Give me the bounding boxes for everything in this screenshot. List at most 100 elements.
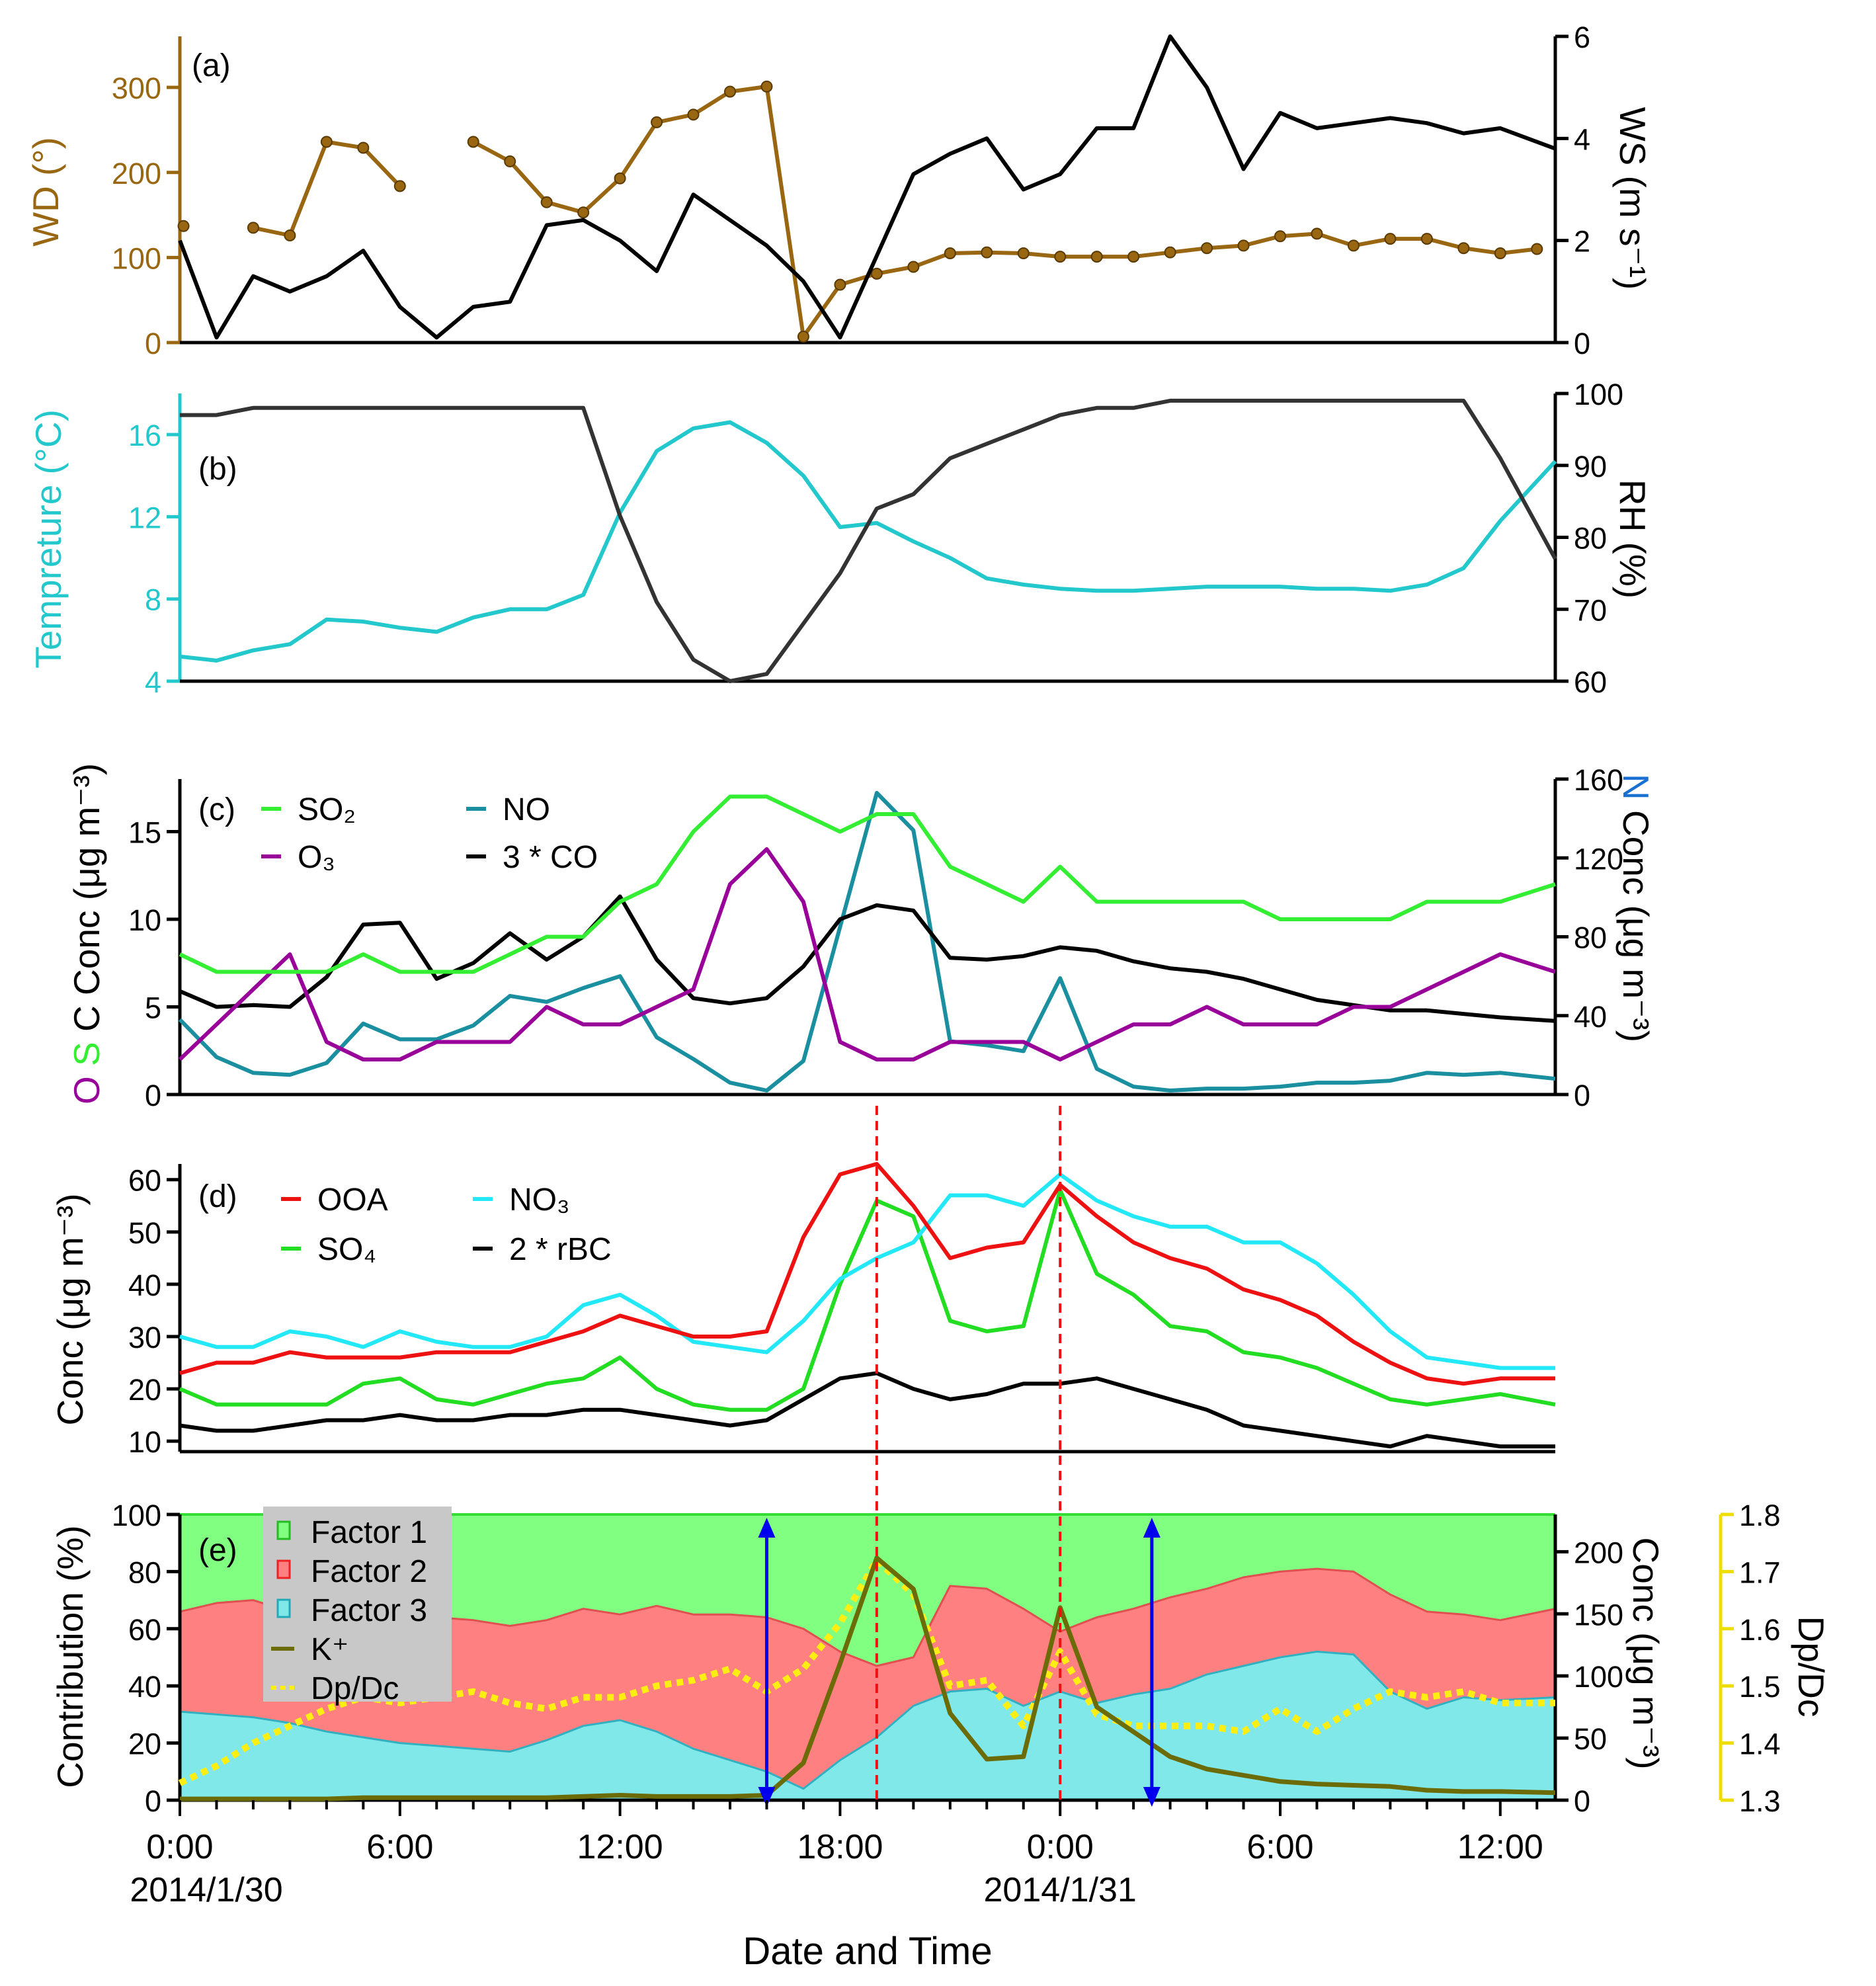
panel-b-right-tick-label: 70 [1574, 593, 1607, 627]
wd-data-point [1054, 251, 1067, 263]
panel-d-left-tick-label: 30 [128, 1321, 161, 1354]
conc-axis-label: Conc (μg m⁻³) [1625, 1537, 1666, 1769]
wd-data-point [540, 196, 553, 208]
panel-a-left-tick-label: 300 [112, 71, 161, 105]
panel-b-left-tick-label: 12 [128, 501, 161, 534]
wd-data-point [247, 222, 259, 234]
legend-label-d-1: NO₃ [509, 1182, 570, 1218]
osc-axis-label-part: O [66, 1066, 107, 1104]
panel-a-left-tick-label: 100 [112, 241, 161, 275]
so4-series-line [179, 1188, 1556, 1412]
wd-data-point [1384, 233, 1397, 245]
panel-c-right-tick-label: 40 [1574, 1000, 1607, 1034]
x-tick-label: 18:00 [797, 1828, 883, 1866]
wd-data-point [760, 80, 773, 93]
legend-label-d-0: OOA [317, 1182, 388, 1218]
wd-data-point [467, 136, 479, 148]
n-axis-label-part: N [1615, 774, 1656, 810]
wd-data-point [1090, 251, 1103, 263]
rh-series-line [180, 398, 1557, 683]
panel-a-right-tick-label: 4 [1574, 122, 1590, 156]
panel-c-right-tick-label: 80 [1574, 921, 1607, 955]
wd-data-point [797, 330, 809, 343]
contribution-axis-label: Contribution (%) [50, 1525, 91, 1788]
wd-data-point [907, 261, 920, 273]
osc-axis-label-part: C Conc (μg m⁻³) [66, 763, 107, 1032]
panel-c-right-tick-label: 0 [1574, 1079, 1590, 1112]
panel-d-axis-label: Conc (μg m⁻³) [50, 1193, 91, 1425]
legend-label-1: NO [503, 792, 550, 827]
panel-b-left-tick-label: 16 [128, 419, 161, 452]
panel-c-label: (c) [198, 792, 235, 827]
panel-d-left-tick-label: 50 [128, 1216, 161, 1250]
panel-d-left-tick-label: 20 [128, 1373, 161, 1407]
dpdc-axis-tick-label: 1.4 [1739, 1727, 1781, 1761]
wd-axis-label: WD (°) [25, 137, 66, 247]
legend-label-e-4: Dp/Dc [311, 1671, 399, 1706]
wd-data-point [284, 229, 296, 241]
legend-label-e-0: Factor 1 [311, 1515, 427, 1550]
legend-label-e-1: Factor 2 [311, 1554, 427, 1589]
panel-d-left-tick-label: 10 [128, 1425, 161, 1459]
wd-data-point [1127, 251, 1140, 263]
wd-data-point [834, 278, 846, 291]
panel-d-left-tick-label: 60 [128, 1164, 161, 1198]
dpdc-axis-tick-label: 1.6 [1739, 1613, 1781, 1647]
panel-d-label: (d) [198, 1179, 237, 1214]
panel-a-right-tick-label: 2 [1574, 225, 1590, 259]
panel-c-left-tick-label: 15 [128, 816, 161, 850]
panel-b-right-tick-label: 80 [1574, 522, 1607, 556]
wd-data-point [177, 220, 190, 232]
panel-b-left-tick-label: 8 [145, 583, 161, 617]
temperature-axis-label: Tempreture (°C) [28, 409, 69, 669]
wd-data-point [1347, 239, 1360, 252]
legend-swatch-e-2 [276, 1598, 291, 1618]
x-axis-title: Date and Time [743, 1930, 992, 1973]
legend-label-0: SO₂ [298, 792, 356, 827]
panel-c-right-tick-label: 120 [1574, 842, 1623, 876]
wd-data-point [357, 142, 370, 154]
legend-label-d-2: SO₄ [317, 1232, 376, 1267]
k-series-line [180, 1555, 1556, 1801]
n-axis-label: N Conc (μg m⁻³) [1615, 774, 1656, 1042]
wd-data-point [981, 246, 993, 259]
factor-3-area-edge [179, 1650, 1556, 1790]
rbc-series-line [179, 1371, 1555, 1449]
wd-data-point [1420, 233, 1433, 245]
panel-e-right-tick-label: 0 [1574, 1784, 1590, 1818]
panel-b-right-tick-label: 100 [1574, 378, 1623, 411]
panel-e-left-tick-label: 60 [128, 1613, 161, 1647]
blue-arrow-head-down-1 [1143, 1787, 1161, 1807]
panel-a-right-tick-label: 0 [1574, 327, 1590, 360]
wd-data-point [1164, 246, 1176, 259]
legend-label-e-2: Factor 3 [311, 1593, 427, 1628]
wd-data-point [724, 85, 736, 98]
no3-series-line [179, 1172, 1555, 1370]
wd-data-point [687, 108, 700, 121]
osc-axis-label: O S C Conc (μg m⁻³) [66, 763, 107, 1104]
panel-d-left-tick-label: 40 [128, 1268, 161, 1302]
so2-series-line [179, 794, 1556, 974]
x-tick-label: 6:00 [1246, 1828, 1313, 1866]
co-series-line [179, 894, 1556, 1023]
panel-e-left-tick-label: 80 [128, 1555, 161, 1589]
wd-data-point [1201, 242, 1213, 255]
x-tick-label: 6:00 [366, 1828, 433, 1866]
date-label: 2014/1/31 [984, 1871, 1137, 1909]
temperature-series-line [179, 420, 1557, 663]
wd-data-point [1274, 230, 1286, 243]
wd-data-point [651, 116, 663, 128]
panel-c-left-tick-label: 10 [128, 903, 161, 937]
wd-data-point [1237, 239, 1250, 252]
wd-data-point [870, 267, 883, 280]
blue-arrow-head-up-1 [1143, 1518, 1161, 1538]
legend-label-d-3: 2 * rBC [509, 1232, 612, 1267]
wd-data-point [320, 136, 333, 148]
legend-swatch-e-1 [276, 1559, 291, 1579]
x-tick-label: 0:00 [146, 1828, 213, 1866]
wd-data-point [1494, 247, 1506, 259]
panel-e-legend-box [263, 1507, 452, 1702]
no-series-line [178, 790, 1556, 1093]
wd-data-point [1311, 228, 1323, 240]
